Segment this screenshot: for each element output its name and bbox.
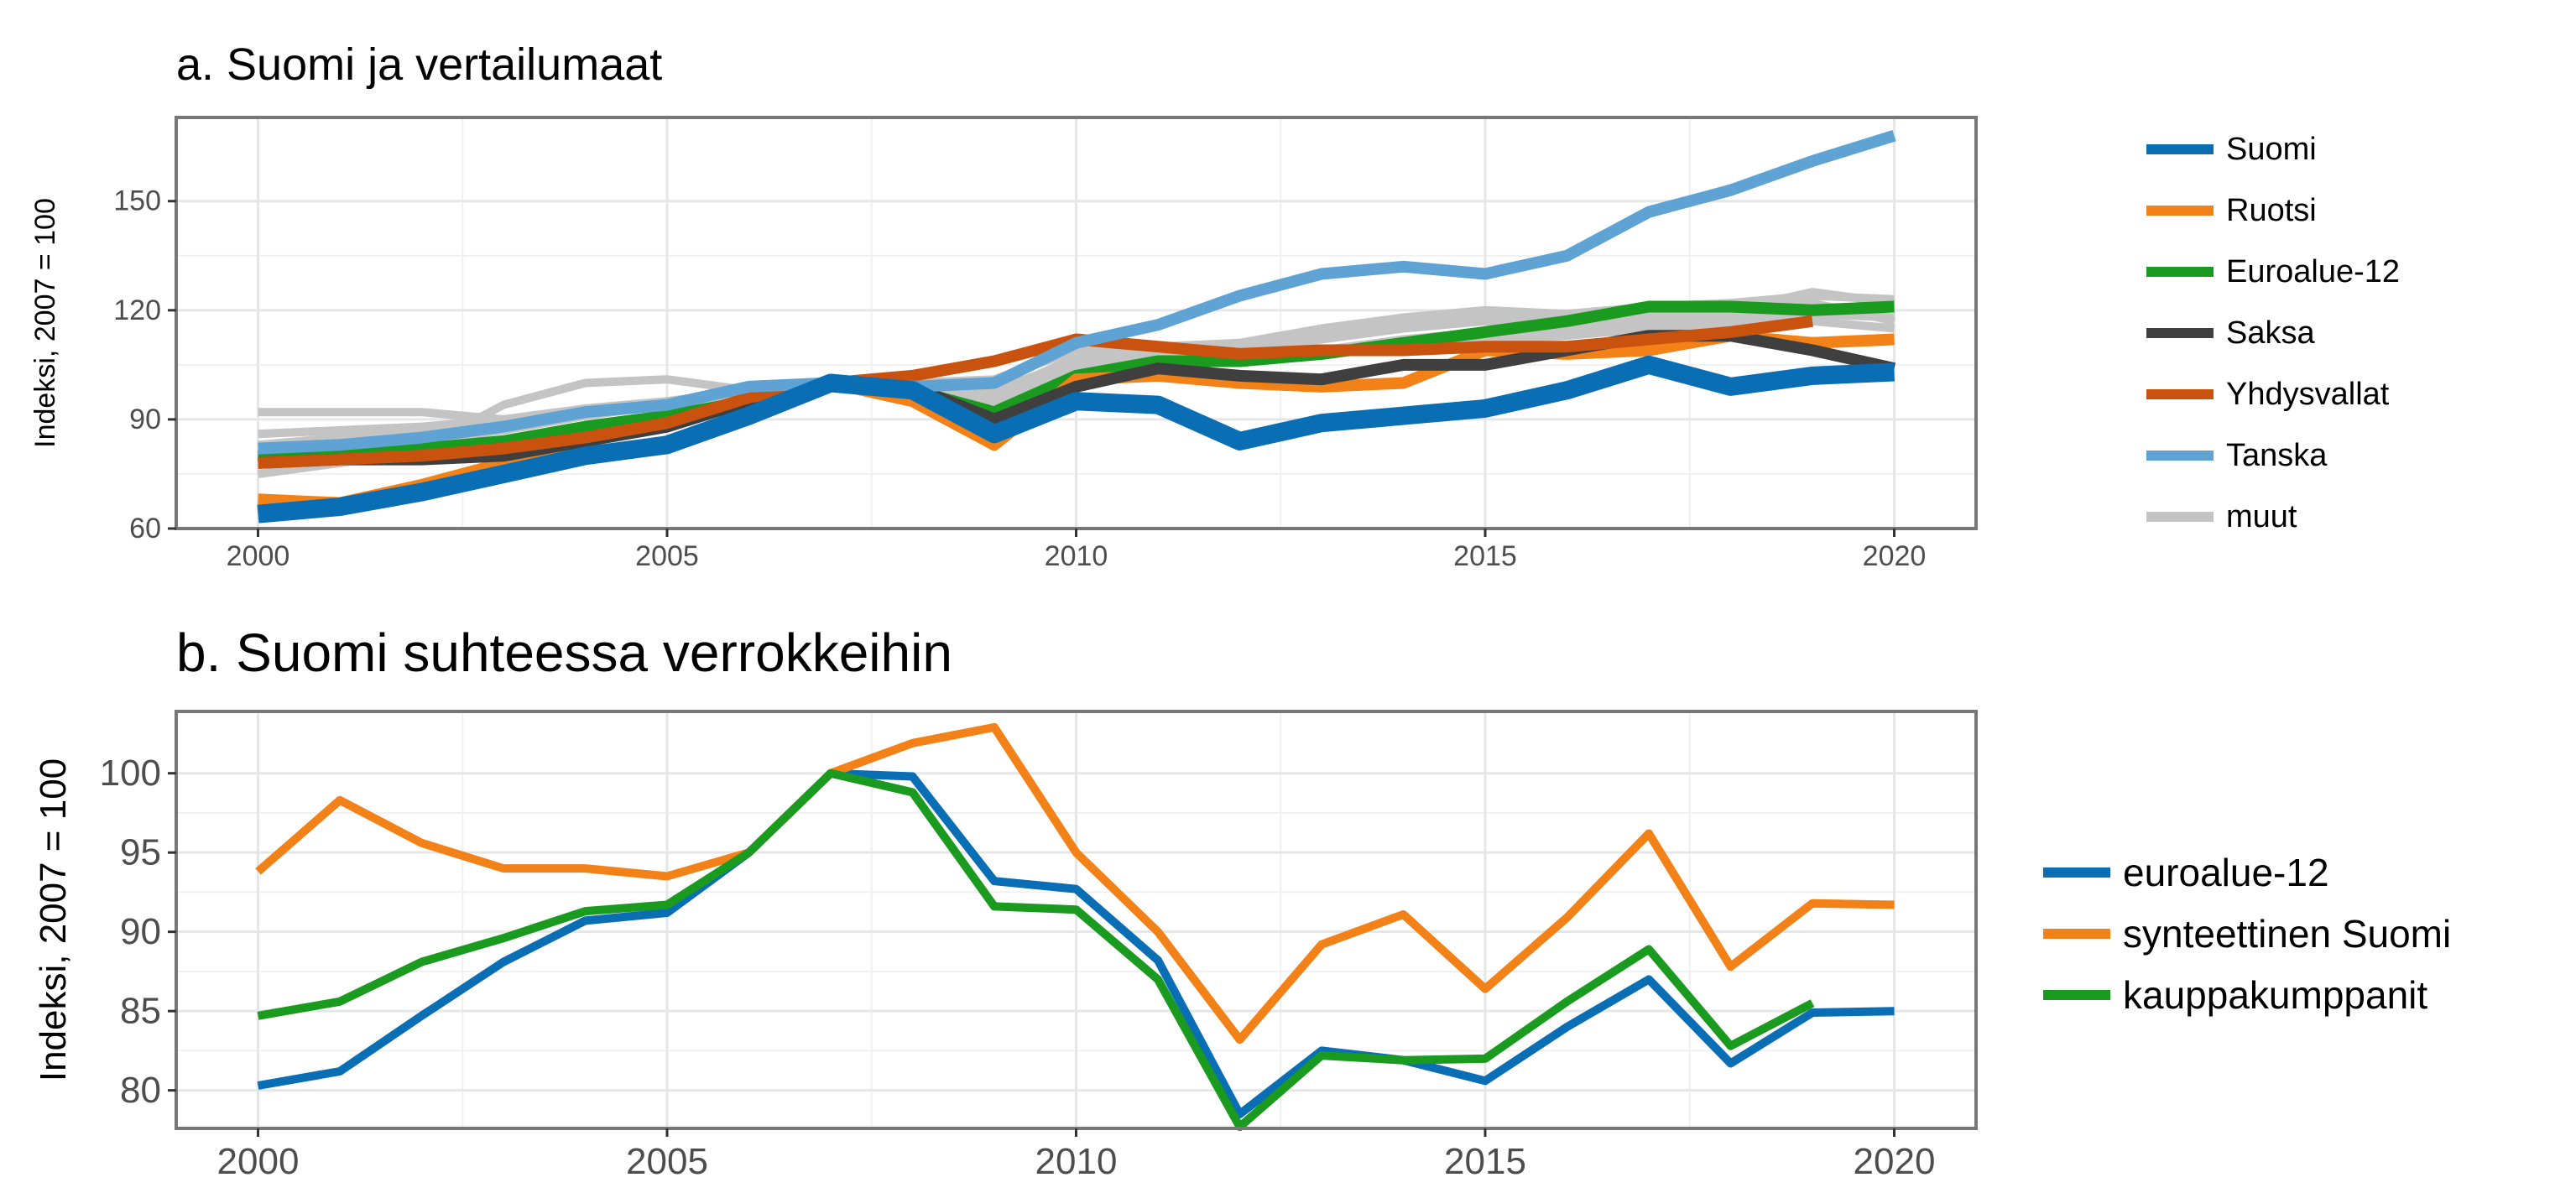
y-tick-label: 90 bbox=[120, 911, 161, 952]
y-tick-label: 80 bbox=[120, 1070, 161, 1111]
series-line-suomi bbox=[257, 355, 1895, 524]
x-tick-label: 2005 bbox=[626, 1141, 708, 1182]
legend-label-kauppakumppanit: kauppakumppanit bbox=[2123, 973, 2427, 1017]
x-tick-label: 2005 bbox=[635, 540, 699, 572]
x-tick-label: 2000 bbox=[217, 1141, 300, 1182]
series-line-tanska bbox=[258, 130, 1896, 455]
legend-label-muut: muut bbox=[2226, 499, 2297, 534]
series-line-euroalue-12 bbox=[257, 768, 1895, 1118]
series-line-kauppakumppanit bbox=[257, 768, 1815, 1132]
y-axis-label: Indeksi, 2007 = 100 bbox=[29, 198, 61, 448]
x-tick-label: 2010 bbox=[1045, 540, 1108, 572]
x-tick-label: 2010 bbox=[1035, 1141, 1118, 1182]
y-tick-label: 100 bbox=[100, 753, 161, 794]
legend-label-tanska: Tanska bbox=[2226, 438, 2328, 473]
y-tick-label: 120 bbox=[113, 294, 161, 326]
x-tick-label: 2015 bbox=[1444, 1141, 1526, 1182]
legend-label-yhdysvallat: Yhdysvallat bbox=[2226, 377, 2390, 412]
legend-label-synteettinen-suomi: synteettinen Suomi bbox=[2123, 912, 2451, 956]
panel-a: 2000 2005 2010 2015 2020 60 90 120 150 a. Suomi j… bbox=[29, 39, 1978, 572]
legend-label-suomi: Suomi bbox=[2226, 132, 2317, 167]
x-tick-label: 2015 bbox=[1453, 540, 1517, 572]
y-tick-label: 85 bbox=[120, 991, 161, 1032]
x-tick-label: 2020 bbox=[1854, 1141, 1936, 1182]
y-tick-label: 95 bbox=[120, 832, 161, 873]
legend-a: Suomi Ruotsi Euroalue-12 Saksa Yhdysvallat Ta… bbox=[2146, 132, 2400, 534]
chart-title: b. Suomi suhteessa verrokkeihin bbox=[176, 623, 952, 683]
legend-label-euroalue-12: euroalue-12 bbox=[2123, 851, 2329, 894]
y-tick-label: 150 bbox=[113, 185, 161, 217]
x-tick-label: 2000 bbox=[227, 540, 290, 572]
series-line-yhdysvallat bbox=[258, 315, 1813, 469]
y-axis-label: Indeksi, 2007 = 100 bbox=[33, 758, 74, 1081]
legend-label-euroalue-12: Euroalue-12 bbox=[2226, 254, 2400, 289]
legend-label-saksa: Saksa bbox=[2226, 315, 2315, 351]
legend-label-ruotsi: Ruotsi bbox=[2226, 193, 2317, 228]
y-tick-label: 60 bbox=[129, 513, 161, 544]
y-tick-label: 90 bbox=[129, 404, 161, 435]
x-tick-label: 2020 bbox=[1863, 540, 1927, 572]
chart-title: a. Suomi ja vertailumaat bbox=[176, 39, 662, 90]
series-line-synteettinen-suomi bbox=[255, 722, 1895, 1045]
legend-b: euroalue-12 synteettinen Suomi kauppakumpp… bbox=[2043, 851, 2451, 1017]
panel-b: 2000 2005 2010 2015 2020 80 85 90 95 100 b. Suomi … bbox=[33, 623, 1978, 1182]
